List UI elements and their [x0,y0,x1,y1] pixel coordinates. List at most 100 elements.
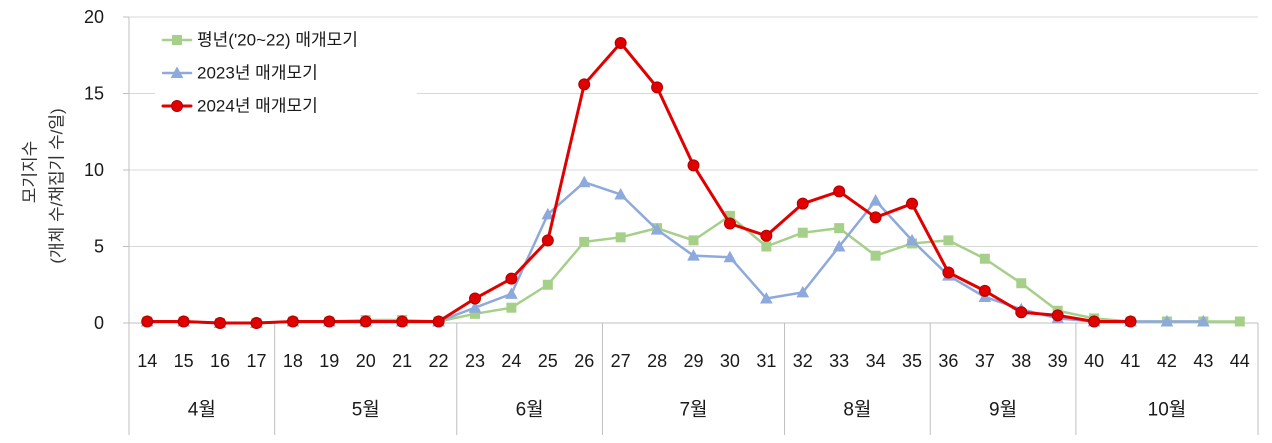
series-1-point-week-33 [832,239,846,252]
series-0-point-week-25 [542,279,553,290]
series-2-point-week-30 [723,217,736,230]
series-1-point-week-29 [687,249,700,261]
x-tick-label-week: 35 [902,351,922,371]
series-2-point-week-34 [869,211,882,224]
x-tick-label-week: 29 [683,351,703,371]
axes [123,16,1259,435]
series-2-point-week-25 [541,234,554,247]
series-1-point-week-25 [541,207,555,220]
series-2-point-week-40 [1088,315,1101,328]
x-tick-label-week: 40 [1084,351,1104,371]
y-tick-label: 20 [84,7,104,27]
series-0-point-week-36 [943,235,954,246]
series-0-point-week-34 [870,250,881,261]
x-tick-label-week: 25 [538,351,558,371]
series-1-point-week-23 [468,301,482,313]
x-tick-label-week: 34 [866,351,886,371]
series-1-point-week-27 [614,187,628,200]
series-2-point-week-18 [286,315,299,328]
legend-label: 2024년 매개모기 [197,97,318,116]
x-tick-label-week: 14 [137,351,157,371]
series-1-point-week-28 [650,223,664,235]
series-0-point-week-32 [797,227,808,238]
series-2-point-week-38 [1015,306,1028,319]
series-1-point-week-24 [505,287,518,299]
series-1-point-week-31 [759,291,773,304]
series-1-point-week-32 [796,285,810,298]
x-tick-label-week: 37 [975,351,995,371]
series-0-point-week-38 [1016,278,1027,289]
x-group-label-month: 6월 [516,399,544,421]
x-tick-label-week: 28 [647,351,667,371]
series-2-point-week-27 [614,37,627,50]
series-2-point-week-24 [505,272,518,285]
legend: 평년('20~22) 매개모기 2023년 매개모기 2024년 매개모기 [155,22,417,122]
x-tick-label-week: 39 [1048,351,1068,371]
y-tick-label: 0 [94,313,104,333]
x-group-label-month: 5월 [352,399,380,421]
series-2-point-week-16 [214,317,227,329]
x-tick-label-week: 26 [574,351,594,371]
series-2-point-week-35 [906,197,919,210]
series-2-point-week-23 [468,292,481,305]
series-0-point-week-31 [761,241,772,252]
x-tick-label-week: 44 [1230,351,1250,371]
series-2-point-week-41 [1124,315,1137,328]
x-tick-label-week: 36 [938,351,958,371]
x-group-label-month: 10월 [1148,399,1187,421]
series-2-point-week-22 [432,315,445,328]
series-2-point-week-20 [359,315,372,328]
series-0-line [145,214,1242,325]
legend-label: 평년('20~22) 매개모기 [197,31,358,50]
series-1-point-week-26 [577,175,591,188]
series-2-point-week-21 [396,315,409,328]
series-1-point-week-30 [723,250,737,263]
x-group-label-month: 7월 [679,399,707,421]
x-tick-label-week: 22 [429,351,449,371]
y-tick-label: 10 [84,160,104,180]
series-2-point-week-15 [177,315,190,328]
x-tick-label-week: 19 [319,351,339,371]
x-tick-label-week: 38 [1011,351,1031,371]
series-2-point-week-19 [323,315,336,328]
series-1-point-week-42 [1160,314,1174,327]
series-2-point-week-39 [1051,309,1064,322]
data-series [140,37,1245,329]
series-2-line [145,41,1133,325]
series-2-point-week-31 [760,229,773,242]
x-tick-label-week: 33 [829,351,849,371]
legend-entry-2: 2024년 매개모기 [161,97,318,116]
x-tick-label-week: 17 [246,351,266,371]
x-tick-label-week: 24 [501,351,521,371]
series-0-point-week-37 [979,253,990,264]
series-1-point-week-35 [905,233,919,246]
series-0-point-week-44 [1234,316,1245,327]
series-1-point-week-34 [869,194,882,206]
series-2-point-week-32 [796,197,809,210]
series-1-point-week-43 [1197,314,1210,327]
legend-marker-circle [171,100,183,112]
legend-label: 2023년 매개모기 [197,64,318,83]
series-2-point-week-17 [250,317,263,329]
y-tick-label: 15 [84,84,104,104]
series-2 [141,37,1137,329]
x-group-label-month: 8월 [843,399,871,421]
series-2-point-week-33 [833,185,846,198]
legend-entry-0: 평년('20~22) 매개모기 [161,31,358,50]
series-0 [142,210,1245,328]
x-group-label-month: 4월 [188,399,216,421]
x-tick-label-week: 21 [392,351,412,371]
x-tick-label-week: 16 [210,351,230,371]
x-tick-label-week: 18 [283,351,303,371]
y-tick-label: 5 [94,237,104,257]
legend-marker-square [172,35,182,45]
series-2-point-week-14 [141,315,154,328]
legend-entry-1: 2023년 매개모기 [161,64,318,83]
series-0-point-week-33 [834,223,845,234]
x-tick-label-week: 15 [174,351,194,371]
series-2-point-week-28 [651,81,664,94]
x-tick-label-week: 41 [1121,351,1141,371]
x-group-label-month: 9월 [989,399,1017,421]
y-axis-title: 모기지수 [21,141,40,204]
